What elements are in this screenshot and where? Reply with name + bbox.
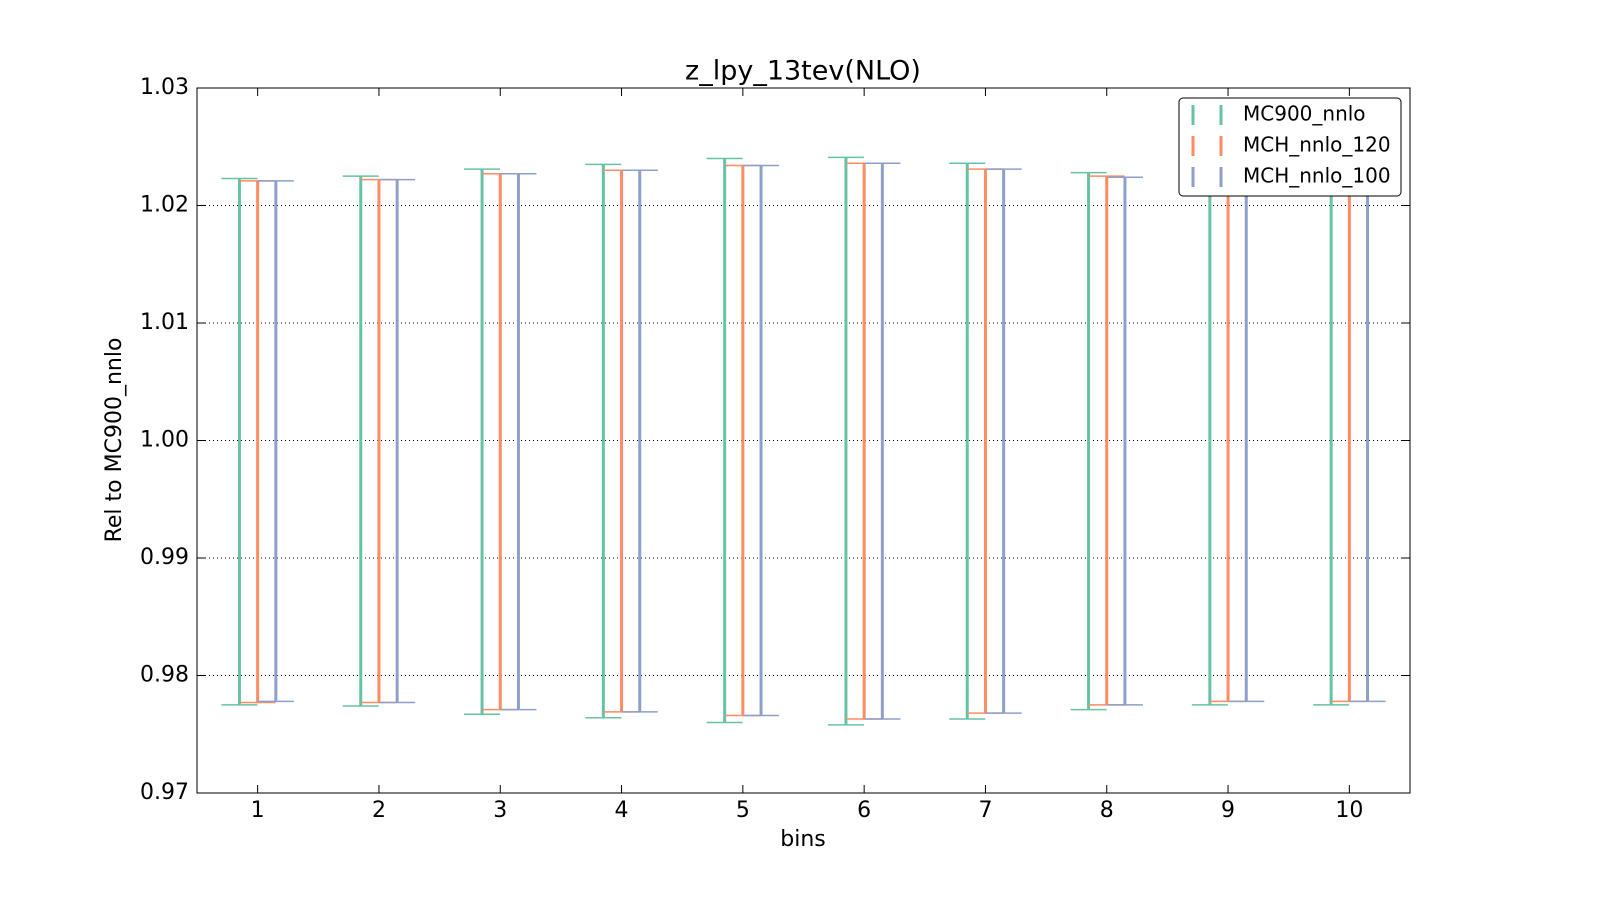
chart-title: z_lpy_13tev(NLO) — [685, 56, 921, 87]
x-axis-label: bins — [780, 827, 825, 852]
x-tick-label: 4 — [615, 798, 629, 823]
legend-label: MCH_nnlo_100 — [1243, 164, 1391, 188]
legend-box — [1178, 97, 1402, 197]
y-axis-label: Rel to MC900_nnlo — [102, 338, 127, 543]
y-tick-label: 1.03 — [140, 75, 189, 100]
legend-label: MCH_nnlo_120 — [1243, 133, 1391, 157]
y-tick-label: 1.00 — [140, 428, 189, 453]
plot-frame — [196, 87, 1411, 794]
y-tick-label: 0.99 — [140, 545, 189, 570]
x-tick-label: 10 — [1335, 798, 1363, 823]
legend-label: MC900_nnlo — [1243, 102, 1366, 126]
x-tick-label: 5 — [736, 798, 750, 823]
x-tick-label: 7 — [978, 798, 992, 823]
y-tick-label: 1.02 — [140, 193, 189, 218]
x-tick-label: 1 — [251, 798, 265, 823]
x-tick-label: 3 — [493, 798, 507, 823]
x-tick-label: 8 — [1100, 798, 1114, 823]
x-tick-label: 9 — [1221, 798, 1235, 823]
y-tick-label: 1.01 — [140, 310, 189, 335]
x-tick-label: 6 — [857, 798, 871, 823]
x-tick-label: 2 — [372, 798, 386, 823]
y-tick-label: 0.97 — [140, 780, 189, 805]
y-tick-label: 0.98 — [140, 663, 189, 688]
